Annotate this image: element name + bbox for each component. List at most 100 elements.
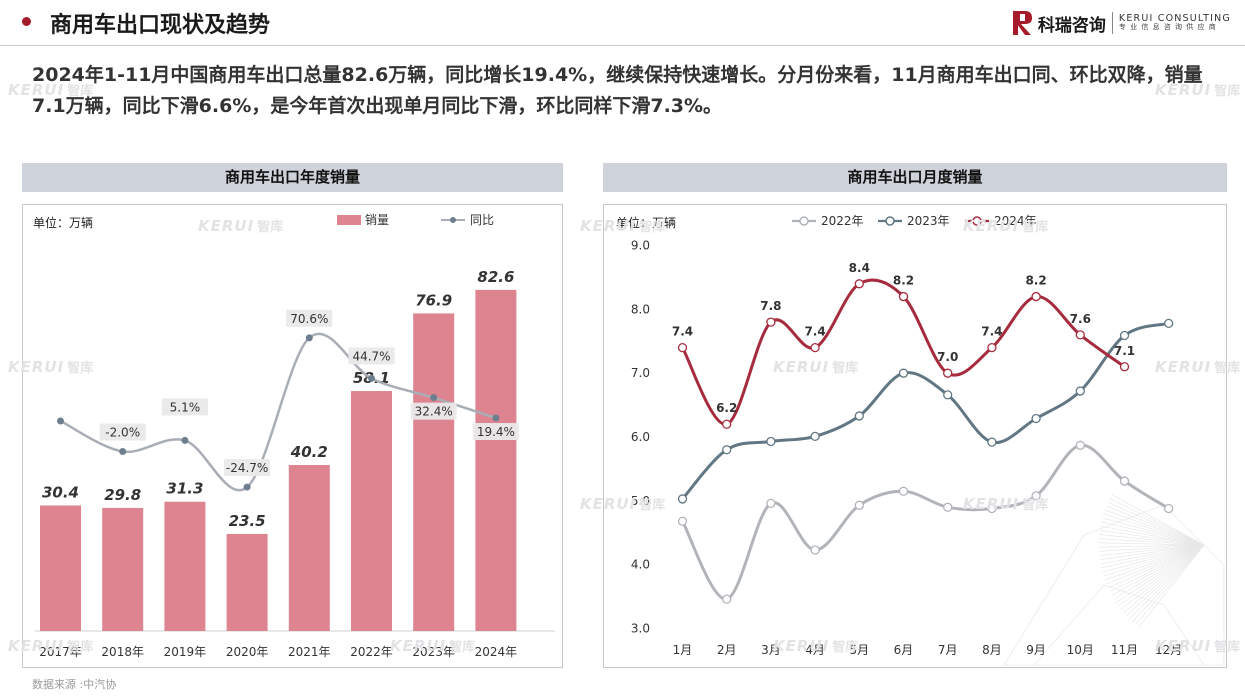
- x-tick-label: 9月: [1026, 643, 1046, 657]
- x-tick-label: 2021年: [288, 645, 331, 659]
- watermark-zh: 智库: [1022, 220, 1049, 235]
- watermark-en: KERUI: [1155, 81, 1212, 99]
- watermark-zh: 智库: [1214, 361, 1241, 376]
- decorative-ray: [1103, 513, 1205, 546]
- y-tick-label: 7.0: [631, 366, 650, 380]
- decorative-ray: [1107, 501, 1205, 546]
- watermark: KERUI 智库: [198, 216, 283, 235]
- decorative-ray: [1104, 509, 1205, 546]
- data-label: 7.4: [672, 325, 693, 339]
- data-label: 7.4: [804, 325, 825, 339]
- yoy-marker: [368, 374, 375, 382]
- x-tick-label: 7月: [938, 643, 958, 657]
- series-marker: [987, 503, 997, 514]
- y-tick-label: 6.0: [631, 430, 650, 444]
- annual-chart: 单位：万辆 销量 同比 30.4 2017年 29.8 2018年 31.3 2019年 23.5…: [22, 204, 563, 668]
- bar-value-label: 40.2: [290, 443, 328, 461]
- decorative-ray: [1104, 544, 1205, 581]
- watermark-en: KERUI: [773, 358, 830, 376]
- series-marker: [1119, 362, 1130, 372]
- data-source-note: 数据来源 :中汽协: [32, 678, 117, 691]
- x-tick-label: 2018年: [101, 645, 144, 659]
- series-line-2024年: [681, 278, 1126, 426]
- x-tick-label: 2023年: [412, 645, 455, 659]
- series-marker: [1075, 330, 1085, 340]
- legend-label-2022年: 2022年: [821, 214, 864, 228]
- decorative-ray: [1106, 505, 1205, 546]
- watermark-zh: 智库: [1022, 498, 1049, 513]
- series-marker: [1164, 318, 1174, 329]
- series-marker: [677, 516, 688, 526]
- data-label: 8.2: [893, 274, 914, 288]
- brand-name-en: KERUI CONSULTING: [1118, 13, 1231, 25]
- series-marker: [943, 502, 953, 512]
- yoy-value-label: 70.6%: [290, 312, 328, 326]
- yoy-value-label: -2.0%: [105, 426, 140, 440]
- decorative-ray: [1102, 544, 1205, 573]
- watermark-en: KERUI: [1155, 358, 1212, 376]
- bar-2023年: [413, 313, 455, 631]
- bar-2022年: [351, 391, 392, 631]
- series-marker: [1119, 330, 1130, 341]
- brand-name-cn: 科瑞咨询: [1037, 15, 1106, 36]
- watermark: KERUI 智库: [8, 80, 93, 99]
- series-marker: [1031, 413, 1041, 424]
- brand-name-en-block: KERUI CONSULTING 专 业 信 息 咨 询 供 应 商: [1119, 14, 1231, 31]
- decorative-outline: [1003, 504, 1225, 666]
- x-tick-label: 3月: [761, 643, 781, 657]
- series-line-2022年: [681, 443, 1170, 601]
- yoy-label-bg: [286, 309, 333, 327]
- decorative-ray: [1099, 530, 1205, 546]
- yoy-value-label: -24.7%: [226, 461, 268, 475]
- series-marker: [766, 436, 776, 447]
- decorative-ray: [1107, 544, 1205, 589]
- bar-value-label: 23.5: [229, 512, 266, 530]
- legend-marker-2022年: [799, 216, 809, 226]
- series-marker: [898, 486, 909, 496]
- x-tick-label: 2020年: [226, 645, 269, 659]
- watermark-en: KERUI: [963, 495, 1020, 513]
- watermark-zh: 智库: [1214, 84, 1241, 99]
- x-tick-label: 1月: [673, 643, 693, 657]
- watermark: KERUI 智库: [963, 494, 1048, 513]
- series-marker: [677, 494, 688, 504]
- y-tick-label: 9.0: [631, 239, 650, 253]
- monthly-chart-title: 商用车出口月度销量: [603, 163, 1227, 192]
- bar-value-label: 76.9: [415, 291, 452, 309]
- watermark-zh: 智库: [67, 640, 94, 655]
- y-tick-label: 5.0: [631, 494, 650, 508]
- data-label: 7.6: [1070, 312, 1091, 326]
- series-marker: [854, 279, 864, 289]
- decorative-ray: [1106, 544, 1205, 585]
- bar-value-label: 31.3: [166, 480, 203, 498]
- yoy-label-bg: [99, 423, 146, 441]
- watermark-en: KERUI: [198, 217, 255, 235]
- decorative-ray: [1101, 521, 1205, 546]
- watermark-en: KERUI: [8, 358, 65, 376]
- series-marker: [766, 317, 776, 327]
- series-marker: [1075, 386, 1085, 396]
- watermark: KERUI 智库: [580, 216, 665, 235]
- legend-swatch-sales: [337, 215, 361, 225]
- decorative-ray: [1103, 544, 1205, 577]
- brand-logo: 科瑞咨询 KERUI CONSULTING 专 业 信 息 咨 询 供 应 商: [1012, 8, 1231, 38]
- series-marker: [1119, 476, 1130, 486]
- x-tick-label: 2024年: [475, 645, 518, 659]
- yoy-marker: [430, 394, 438, 402]
- series-marker: [722, 419, 732, 429]
- brand-tagline: 专 业 信 息 咨 询 供 应 商: [1118, 23, 1217, 32]
- yoy-marker: [119, 448, 127, 456]
- data-label: 8.2: [1025, 274, 1046, 288]
- decorative-ray: [1132, 544, 1205, 623]
- decorative-ray: [1115, 544, 1205, 603]
- legend-label-2023年: 2023年: [907, 214, 950, 228]
- decorative-ray: [1109, 544, 1205, 592]
- watermark: KERUI 智库: [8, 636, 93, 655]
- yoy-marker: [305, 334, 313, 342]
- bar-2019年: [164, 501, 206, 631]
- decorative-ray: [1099, 538, 1205, 546]
- decorative-ray: [1102, 517, 1205, 546]
- watermark: KERUI 智库: [963, 216, 1048, 235]
- y-tick-label: 4.0: [631, 558, 650, 572]
- decorative-ray: [1109, 498, 1205, 546]
